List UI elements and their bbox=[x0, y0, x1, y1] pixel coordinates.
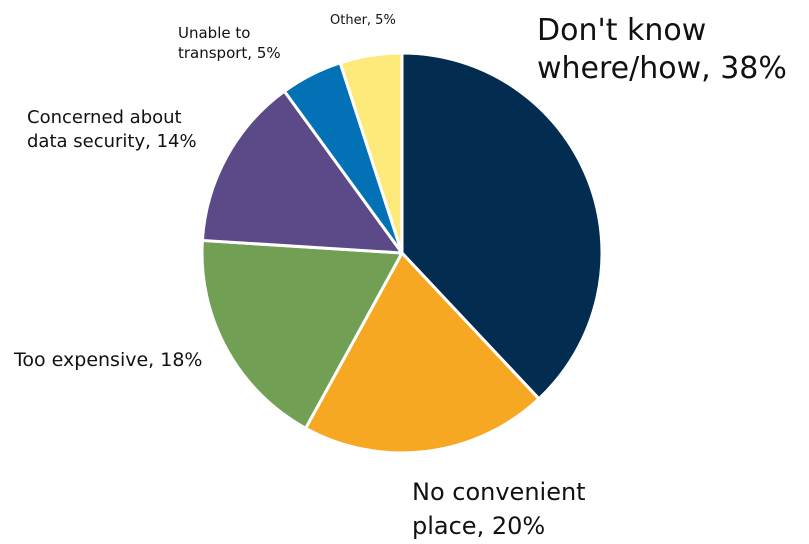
slice-label-other-5: Other, 5% bbox=[330, 13, 396, 28]
pie-slice-don-t-know bbox=[400, 51, 604, 401]
slice-label-line: Don't know bbox=[537, 13, 706, 48]
slice-label-line: Unable to bbox=[178, 24, 250, 42]
slice-label-line: No convenient bbox=[412, 478, 586, 506]
pie-slice-no-convenient bbox=[304, 251, 541, 455]
slice-label-line: Other, 5% bbox=[330, 13, 396, 28]
slice-label-concerned-about: Concerned about data security, 14% bbox=[27, 107, 197, 152]
slice-label-line: Too expensive, 18% bbox=[13, 349, 202, 371]
slice-label-line: transport, 5% bbox=[178, 44, 281, 62]
slice-label-too-expensive-18: Too expensive, 18% bbox=[13, 349, 202, 371]
slice-label-line: Concerned about bbox=[27, 107, 182, 128]
slice-label-line: where/how, 38% bbox=[537, 51, 787, 86]
slice-label-line: data security, 14% bbox=[27, 131, 197, 152]
slice-label-don-t-know: Don't know where/how, 38% bbox=[537, 13, 787, 86]
slice-label-line: place, 20% bbox=[412, 512, 545, 540]
pie-slice-concerned-about bbox=[200, 89, 404, 255]
slice-label-unable-to: Unable to transport, 5% bbox=[178, 24, 281, 62]
pie-slice-too-expensive-18 bbox=[200, 238, 404, 430]
pie-slice-other-5 bbox=[338, 51, 404, 255]
labels-layer: Don't know where/how, 38% No convenient pla… bbox=[13, 13, 787, 540]
slice-label-no-convenient: No convenient place, 20% bbox=[412, 478, 586, 540]
slices-layer bbox=[200, 51, 604, 455]
